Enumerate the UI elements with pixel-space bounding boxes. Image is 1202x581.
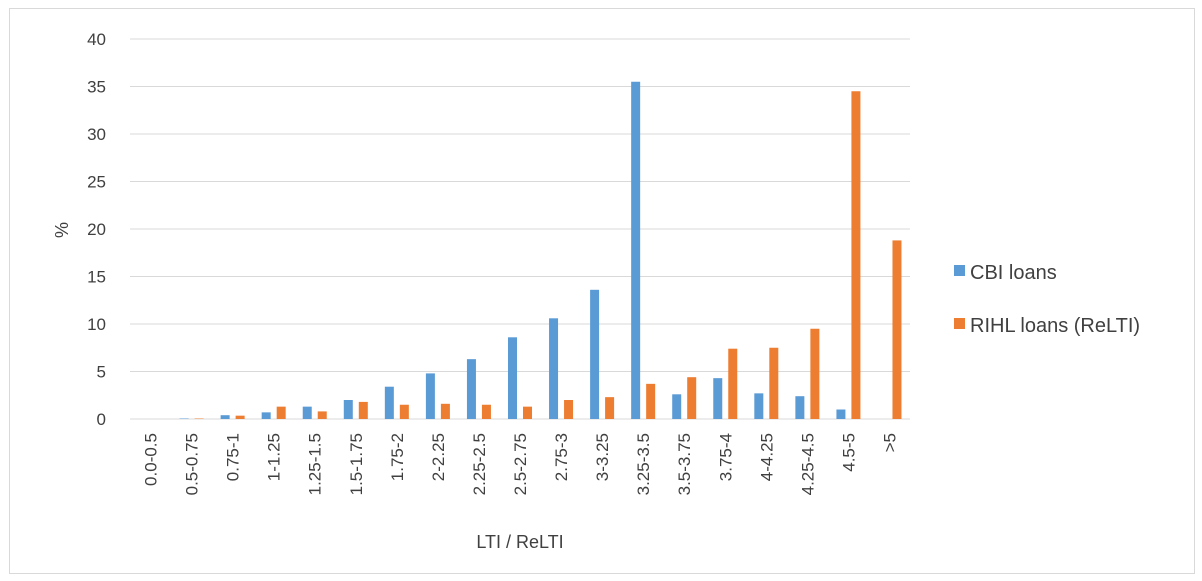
- bar-rihl-10: [564, 400, 574, 419]
- x-tick-label: 1-1.25: [265, 433, 284, 481]
- x-tick-label: 4.5-5: [839, 433, 858, 472]
- bar-rihl-13: [687, 377, 697, 419]
- legend-label-rihl: RIHL loans (ReLTI): [970, 315, 1140, 337]
- legend-item-cbi: CBI loans: [954, 262, 1057, 284]
- bar-cbi-7: [425, 373, 435, 419]
- bar-rihl-2: [235, 415, 245, 419]
- bar-rihl-8: [481, 404, 491, 419]
- bar-cbi-11: [590, 289, 600, 419]
- y-tick-label: 5: [97, 363, 106, 382]
- bar-rihl-18: [892, 240, 902, 419]
- x-tick-label: 1.75-2: [388, 433, 407, 481]
- bar-cbi-9: [508, 337, 517, 419]
- bar-cbi-17: [836, 409, 846, 419]
- legend: CBI loans RIHL loans (ReLTI): [954, 262, 1140, 337]
- x-tick-label: 0.0-0.5: [142, 433, 161, 486]
- legend-label-cbi: CBI loans: [970, 262, 1057, 284]
- y-tick-label: 30: [87, 125, 106, 144]
- legend-swatch-cbi: [954, 265, 965, 276]
- x-tick-label: 3-3.25: [593, 433, 612, 481]
- bar-rihl-15: [769, 347, 779, 419]
- bar-cbi-6: [384, 386, 394, 419]
- x-tick-label: 4-4.25: [757, 433, 776, 481]
- bars: [179, 81, 902, 419]
- bar-cbi-12: [631, 81, 641, 419]
- x-axis-title: LTI / ReLTI: [476, 532, 563, 552]
- x-tick-label: 3.5-3.75: [675, 433, 694, 495]
- bar-cbi-8: [466, 359, 476, 419]
- bar-cbi-5: [343, 400, 353, 419]
- chart-frame: [9, 8, 1195, 574]
- bar-rihl-3: [276, 406, 286, 419]
- gridlines: [130, 38, 910, 420]
- bar-rihl-16: [810, 328, 820, 419]
- bar-cbi-13: [672, 394, 682, 419]
- bar-cbi-15: [754, 393, 764, 419]
- x-tick-label: 3.75-4: [716, 433, 735, 481]
- x-tick-label: 1.25-1.5: [306, 433, 325, 495]
- bar-cbi-2: [220, 415, 230, 419]
- x-tick-label: 0.75-1: [224, 433, 243, 481]
- x-tick-label: 4.25-4.5: [798, 433, 817, 495]
- bar-rihl-9: [523, 406, 532, 419]
- bar-rihl-12: [646, 383, 656, 419]
- legend-swatch-rihl: [954, 318, 965, 329]
- x-tick-label: 2.75-3: [552, 433, 571, 481]
- x-tick-label: 2-2.25: [429, 433, 448, 481]
- bar-rihl-11: [605, 397, 615, 419]
- y-tick-label: 0: [97, 410, 106, 429]
- x-tick-label: 0.5-0.75: [183, 433, 202, 495]
- y-axis-title: %: [52, 222, 72, 238]
- bar-cbi-16: [795, 396, 805, 419]
- bar-rihl-5: [358, 401, 368, 419]
- y-tick-label: 20: [87, 220, 106, 239]
- bar-rihl-7: [440, 403, 450, 419]
- y-tick-label: 10: [87, 315, 106, 334]
- y-tick-label: 25: [87, 173, 106, 192]
- bar-rihl-4: [317, 411, 327, 419]
- bar-cbi-4: [302, 406, 312, 419]
- x-tick-label: >5: [880, 433, 899, 452]
- y-tick-label: 35: [87, 78, 106, 97]
- x-tick-label: 3.25-3.5: [634, 433, 653, 495]
- bar-rihl-14: [728, 348, 738, 419]
- y-tick-label: 15: [87, 268, 106, 287]
- bar-rihl-6: [399, 404, 409, 419]
- x-tick-label: 2.25-2.5: [470, 433, 489, 495]
- bar-rihl-17: [851, 91, 861, 419]
- x-tick-label: 1.5-1.75: [347, 433, 366, 495]
- legend-item-rihl: RIHL loans (ReLTI): [954, 315, 1140, 337]
- bar-cbi-3: [261, 412, 271, 419]
- x-axis-ticks: 0.0-0.5 0.5-0.75 0.75-1 1-1.25 1.25-1.5 1.5-1…: [142, 433, 900, 495]
- y-axis-ticks: 0 5 10 15 20 25 30 35 40: [87, 30, 106, 429]
- x-tick-label: 2.5-2.75: [511, 433, 530, 495]
- y-tick-label: 40: [87, 30, 106, 49]
- bar-cbi-10: [549, 318, 559, 419]
- bar-cbi-14: [713, 378, 723, 419]
